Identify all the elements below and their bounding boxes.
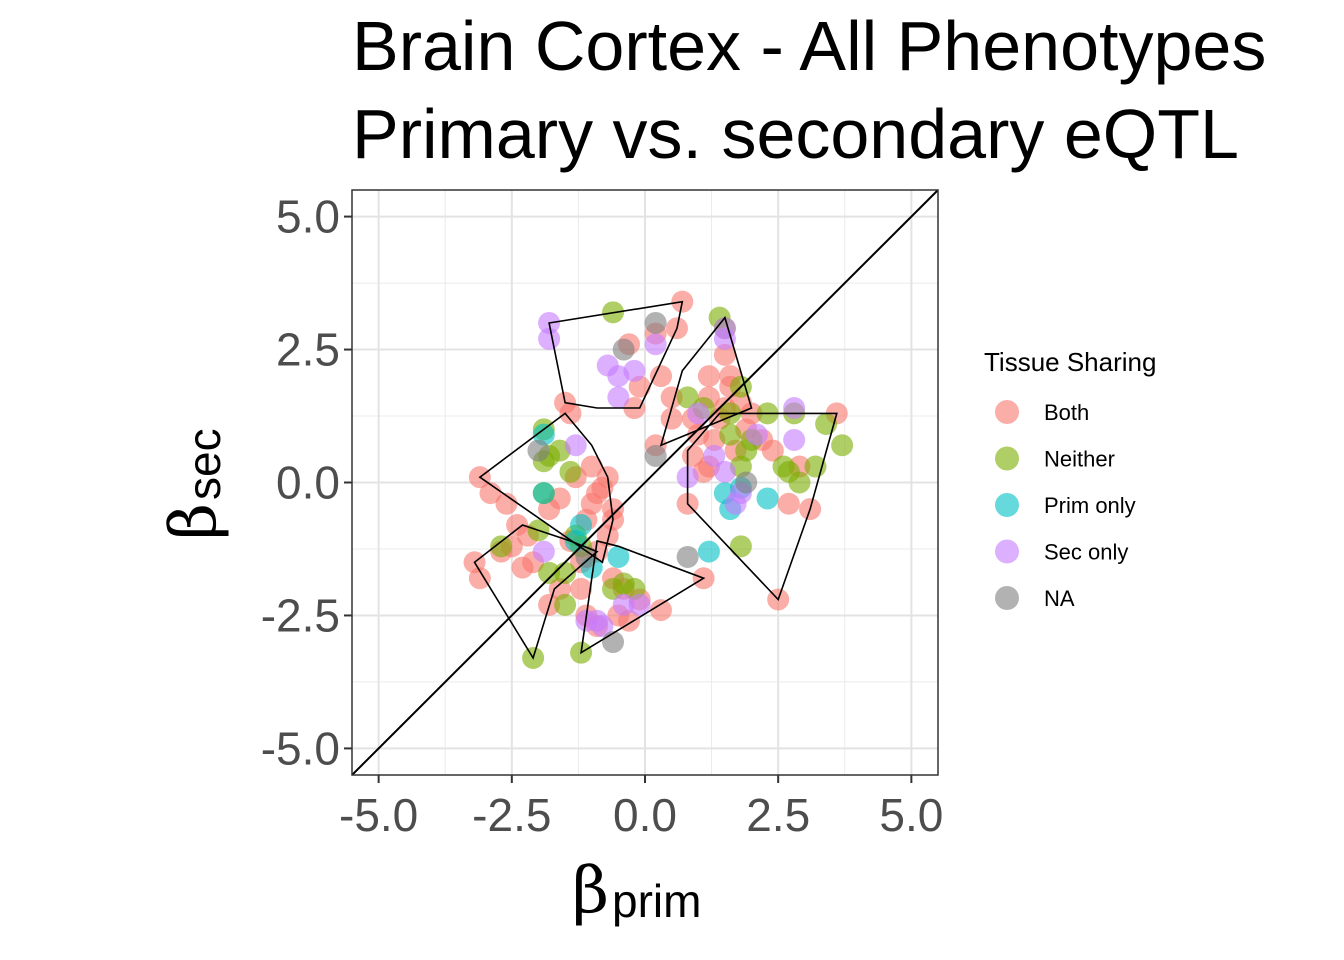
data-point-both (761, 439, 784, 462)
data-point-neither (559, 460, 582, 483)
data-point-both (660, 407, 683, 430)
data-point-neither (804, 455, 827, 478)
plot-panel (351, 189, 939, 776)
y-axis-symbol: β (157, 503, 231, 540)
data-point-na (644, 311, 667, 334)
data-point-both (649, 365, 672, 388)
y-axis-subscript: sec (178, 428, 230, 500)
data-point-both (777, 492, 800, 515)
data-point-na (735, 471, 758, 494)
legend-key-prim-only (995, 493, 1019, 517)
chart-title-line-2: Primary vs. secondary eQTL (352, 95, 1239, 173)
data-point-sec-only (703, 444, 726, 467)
legend-label-both: Both (1044, 400, 1089, 425)
cluster-hull (580, 540, 706, 655)
legend-label-neither: Neither (1044, 447, 1115, 472)
legend-key-both (995, 400, 1019, 424)
y-tick-label: 2.5 (276, 324, 340, 376)
data-point-both (559, 402, 582, 425)
cluster-hull (686, 412, 838, 602)
x-axis-symbol: β (572, 854, 609, 928)
y-tick-label: 0.0 (276, 457, 340, 509)
y-tick-label: 5.0 (276, 191, 340, 243)
data-point-both (713, 343, 736, 366)
data-point-neither (612, 572, 635, 595)
data-point-both (570, 577, 593, 600)
data-point-sec-only (607, 386, 630, 409)
x-tick-label: -5.0 (339, 789, 418, 841)
data-point-prim-only (756, 487, 779, 510)
data-point-sec-only (687, 402, 710, 425)
data-point-both (697, 365, 720, 388)
data-point-prim-only (607, 545, 630, 568)
axis-ticks: -5.0 -2.5 0.0 2.5 5.0 -5.0 -2.5 0.0 2.5 5.0 (261, 191, 944, 841)
legend-label-prim-only: Prim only (1044, 493, 1136, 518)
data-point-neither (831, 434, 854, 457)
data-point-sec-only (612, 593, 635, 616)
data-point-na (644, 444, 667, 467)
data-point-sec-only (586, 609, 609, 632)
x-tick-label: 5.0 (879, 789, 943, 841)
data-point-neither (538, 561, 561, 584)
data-point-neither (676, 386, 699, 409)
legend-key-neither (995, 446, 1019, 471)
x-tick-label: -2.5 (472, 789, 551, 841)
x-tick-label: 2.5 (746, 789, 810, 841)
data-point-na (575, 545, 598, 568)
x-axis-title: β prim (572, 854, 701, 928)
data-point-both (468, 567, 491, 590)
data-point-na (676, 545, 699, 568)
legend: Tissue Sharing Both Neither Prim only Sec o… (984, 347, 1156, 611)
legend-label-sec-only: Sec only (1044, 540, 1128, 565)
convex-hulls (473, 300, 838, 660)
legend-key-na (995, 586, 1019, 610)
data-point-na (527, 439, 550, 462)
cluster-hull (478, 412, 614, 564)
cluster-hull (659, 315, 753, 447)
data-point-neither (777, 460, 800, 483)
data-point-sec-only (538, 327, 561, 350)
x-tick-label: 0.0 (613, 789, 677, 841)
data-point-sec-only (644, 333, 667, 356)
legend-title: Tissue Sharing (984, 347, 1156, 377)
data-point-sec-only (623, 359, 646, 382)
identity-reference-line (351, 189, 939, 776)
legend-label-na: NA (1044, 586, 1075, 611)
data-point-neither (719, 423, 742, 446)
data-point-both (586, 482, 609, 505)
x-axis-subscript: prim (612, 875, 701, 927)
data-point-neither (554, 593, 577, 616)
data-point-neither (735, 439, 758, 462)
data-point-sec-only (564, 434, 587, 457)
legend-items: Both Neither Prim only Sec only NA (995, 400, 1136, 611)
data-point-na (602, 631, 625, 654)
data-point-sec-only (783, 397, 806, 420)
y-axis-title: β sec (157, 428, 231, 540)
data-point-both (649, 599, 672, 622)
cluster-hull (473, 524, 599, 660)
data-point-sec-only (745, 423, 768, 446)
y-tick-label: -5.0 (261, 722, 340, 774)
data-point-neither (729, 535, 752, 558)
data-point-prim-only (697, 540, 720, 563)
data-point-sec-only (713, 460, 736, 483)
data-point-both (660, 386, 683, 409)
y-tick-label: -2.5 (261, 589, 340, 641)
data-point-sec-only (628, 593, 651, 616)
data-point-prim-only (532, 482, 555, 505)
data-point-both (511, 556, 534, 579)
data-point-both (495, 492, 518, 515)
chart-title-line-1: Brain Cortex - All Phenotypes (352, 7, 1266, 85)
data-point-sec-only (783, 428, 806, 451)
legend-key-sec-only (995, 539, 1019, 564)
data-point-neither (490, 535, 513, 558)
data-point-na (612, 338, 635, 361)
data-point-sec-only (532, 540, 555, 563)
data-point-both (580, 455, 603, 478)
cluster-hull (548, 300, 684, 409)
